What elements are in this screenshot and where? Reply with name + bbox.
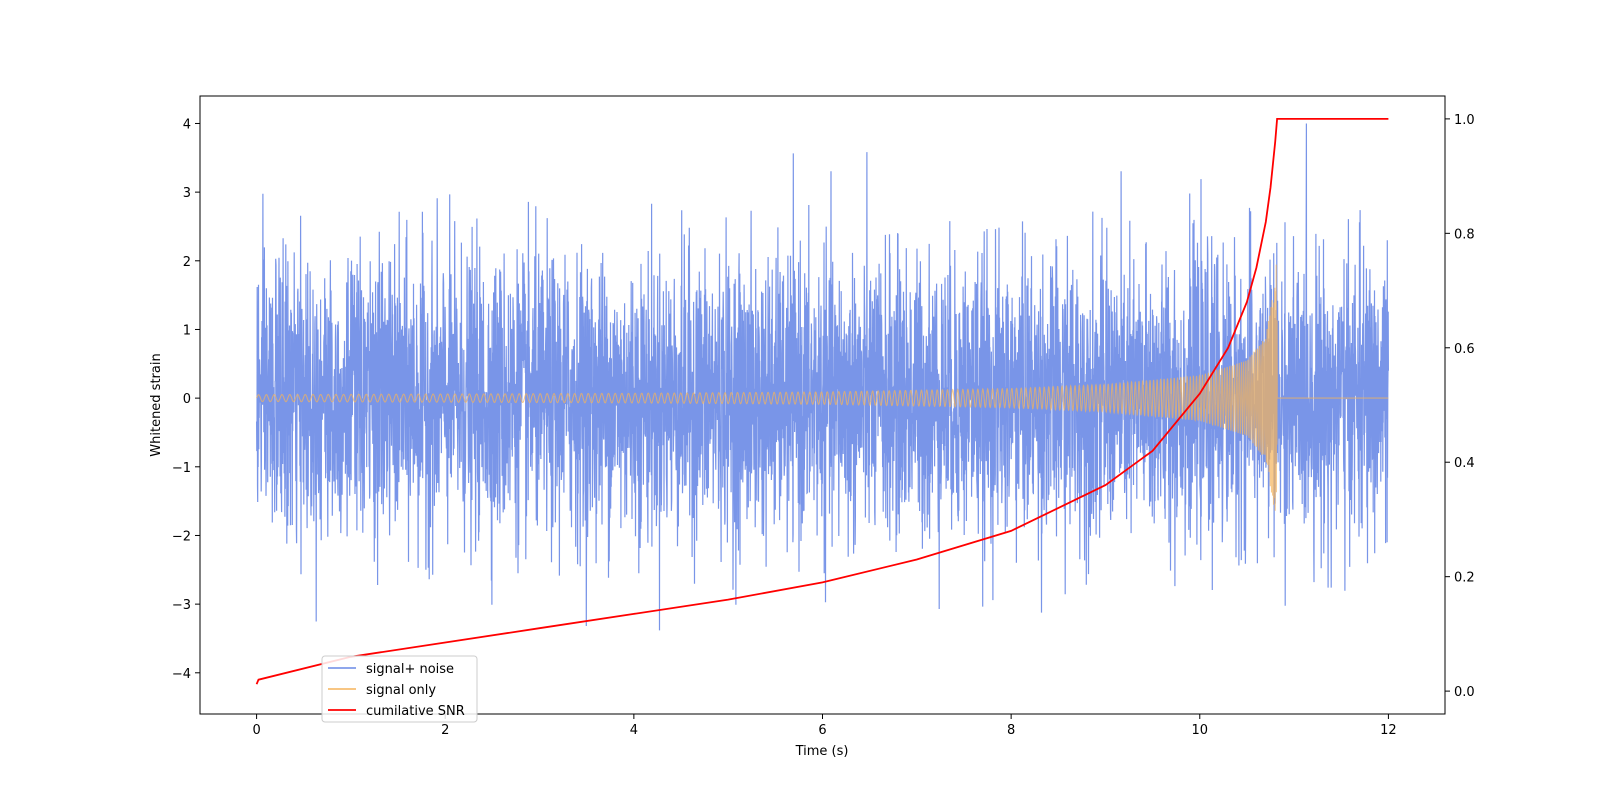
legend: signal+ noise signal only cumilative SNR bbox=[321, 655, 478, 723]
y2-tick-label: 0.6 bbox=[1454, 342, 1475, 357]
y2-tick-label: 1.0 bbox=[1454, 113, 1475, 128]
series-signal-plus-noise bbox=[256, 123, 1389, 631]
plot-area bbox=[255, 118, 1389, 685]
legend-box bbox=[321, 655, 478, 723]
x-tick-label: 0 bbox=[252, 723, 260, 738]
x-tick-label: 10 bbox=[1191, 723, 1208, 738]
y-axis-left: −4 −3 −2 −1 0 1 2 3 4 bbox=[172, 117, 200, 682]
x-tick-label: 4 bbox=[630, 723, 638, 738]
y-tick-label: −4 bbox=[172, 667, 191, 682]
series-cumulative-snr bbox=[255, 118, 1389, 685]
y-axis-right: 0.0 0.2 0.4 0.6 0.8 1.0 bbox=[1445, 113, 1475, 700]
y-axis-label: Whitened strain bbox=[149, 353, 164, 456]
legend-label-signal-only: signal only bbox=[366, 683, 436, 698]
y-tick-label: 0 bbox=[183, 392, 191, 407]
y2-tick-label: 0.4 bbox=[1454, 456, 1475, 471]
x-tick-label: 12 bbox=[1380, 723, 1397, 738]
x-axis: 0 2 4 6 8 10 12 bbox=[252, 714, 1397, 738]
series-signal-only bbox=[256, 264, 1389, 511]
y-tick-label: −3 bbox=[172, 598, 191, 613]
y2-tick-label: 0.2 bbox=[1454, 571, 1475, 586]
legend-label-signal-plus-noise: signal+ noise bbox=[366, 662, 454, 677]
y-tick-label: 1 bbox=[183, 323, 191, 338]
y2-tick-label: 0.8 bbox=[1454, 227, 1475, 242]
y-tick-label: −1 bbox=[172, 461, 191, 476]
y-tick-label: 3 bbox=[183, 186, 191, 201]
x-tick-label: 8 bbox=[1007, 723, 1015, 738]
y-tick-label: 4 bbox=[183, 117, 191, 132]
x-tick-label: 2 bbox=[441, 723, 449, 738]
legend-label-cumulative-snr: cumilative SNR bbox=[366, 704, 465, 719]
y-tick-label: 2 bbox=[183, 255, 191, 270]
y-tick-label: −2 bbox=[172, 529, 191, 544]
x-axis-label: Time (s) bbox=[795, 744, 849, 759]
x-tick-label: 6 bbox=[818, 723, 826, 738]
y2-tick-label: 0.0 bbox=[1454, 685, 1475, 700]
